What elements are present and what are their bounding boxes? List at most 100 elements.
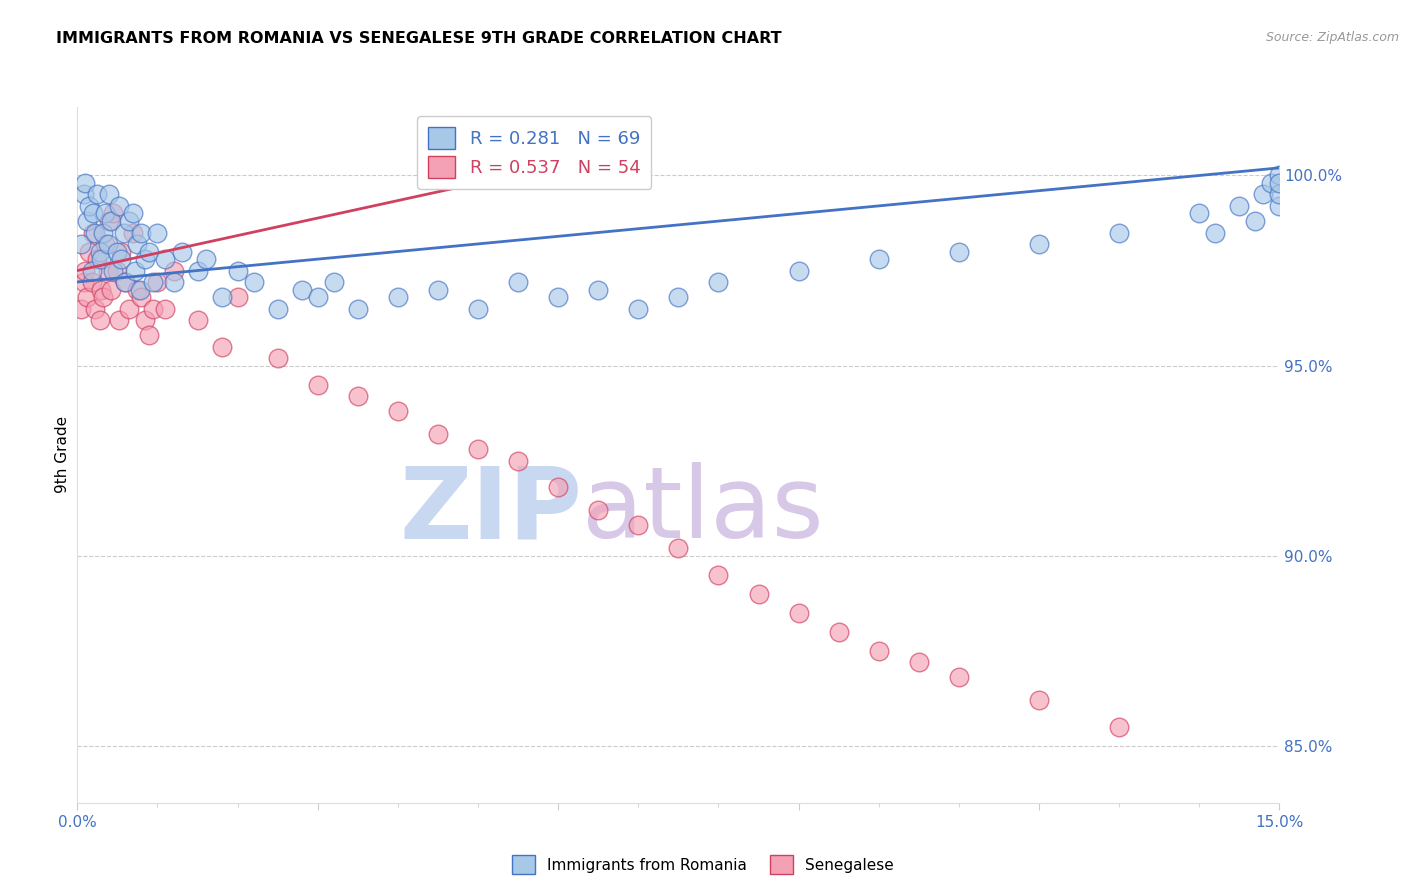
Point (142, 301, 165, 316)
Point (146, 275, 169, 289)
Point (108, 199, 131, 213)
Point (948, 670, 970, 684)
Point (89, 313, 111, 327)
Point (1108, 720, 1130, 734)
Point (146, 226, 169, 240)
Point (127, 283, 149, 297)
Point (211, 290, 233, 304)
Point (322, 275, 344, 289)
Point (138, 244, 160, 259)
Point (108, 313, 131, 327)
Point (668, 290, 690, 304)
Point (103, 263, 125, 277)
Point (90, 252, 112, 266)
Legend: Immigrants from Romania, Senegalese: Immigrants from Romania, Senegalese (506, 849, 900, 880)
Point (118, 214, 141, 228)
Point (94, 236, 117, 251)
Point (828, 624, 851, 639)
Point (79, 244, 101, 259)
Point (387, 290, 409, 304)
Point (100, 214, 122, 228)
Point (80, 263, 103, 277)
Point (1028, 236, 1050, 251)
Point (707, 275, 730, 289)
Point (131, 290, 153, 304)
Point (1188, 206, 1211, 220)
Point (668, 541, 690, 555)
Point (387, 404, 409, 418)
Point (127, 236, 149, 251)
Point (627, 301, 650, 316)
Point (1268, 187, 1291, 202)
Point (112, 226, 135, 240)
Text: Source: ZipAtlas.com: Source: ZipAtlas.com (1265, 31, 1399, 45)
Point (1268, 176, 1291, 190)
Point (1204, 226, 1226, 240)
Point (267, 301, 290, 316)
Point (91, 226, 114, 240)
Point (162, 275, 184, 289)
Point (84, 226, 107, 240)
Point (97, 263, 120, 277)
Point (307, 377, 329, 392)
Point (187, 263, 209, 277)
Point (307, 290, 329, 304)
Point (122, 226, 145, 240)
Point (1268, 169, 1291, 183)
Point (128, 283, 150, 297)
Point (868, 252, 890, 266)
Point (70, 236, 93, 251)
Point (91, 290, 114, 304)
Point (508, 275, 530, 289)
Point (79, 199, 101, 213)
Point (90, 283, 112, 297)
Point (427, 283, 450, 297)
Point (103, 206, 125, 220)
Point (868, 644, 890, 658)
Point (94, 206, 117, 220)
Point (508, 453, 530, 467)
Point (948, 244, 970, 259)
Point (1229, 199, 1251, 213)
Point (547, 480, 569, 494)
Legend: R = 0.281   N = 69, R = 0.537   N = 54: R = 0.281 N = 69, R = 0.537 N = 54 (418, 116, 651, 189)
Text: ZIP: ZIP (399, 462, 582, 559)
Point (82, 206, 104, 220)
Point (787, 263, 810, 277)
Text: atlas: atlas (582, 462, 824, 559)
Point (107, 263, 129, 277)
Point (75, 263, 97, 277)
Text: IMMIGRANTS FROM ROMANIA VS SENEGALESE 9TH GRADE CORRELATION CHART: IMMIGRANTS FROM ROMANIA VS SENEGALESE 9T… (56, 31, 782, 46)
Point (84, 301, 107, 316)
Point (908, 655, 931, 669)
Point (100, 283, 122, 297)
Point (73, 187, 96, 202)
Point (86, 187, 108, 202)
Point (70, 301, 93, 316)
Point (162, 263, 184, 277)
Point (80, 275, 103, 289)
Point (76, 214, 98, 228)
Point (547, 290, 569, 304)
Point (347, 301, 370, 316)
Point (124, 263, 146, 277)
Point (627, 518, 650, 533)
Point (787, 606, 810, 620)
Point (1244, 214, 1267, 228)
Point (97, 236, 120, 251)
Point (194, 252, 217, 266)
Point (187, 313, 209, 327)
Point (707, 567, 730, 582)
Point (98, 187, 121, 202)
Point (467, 301, 489, 316)
Point (1108, 226, 1130, 240)
Point (267, 351, 290, 365)
Point (427, 427, 450, 442)
Point (82, 226, 104, 240)
Point (89, 244, 111, 259)
Point (107, 244, 129, 259)
Point (122, 206, 145, 220)
Point (1268, 199, 1291, 213)
Point (242, 275, 264, 289)
Point (114, 275, 136, 289)
